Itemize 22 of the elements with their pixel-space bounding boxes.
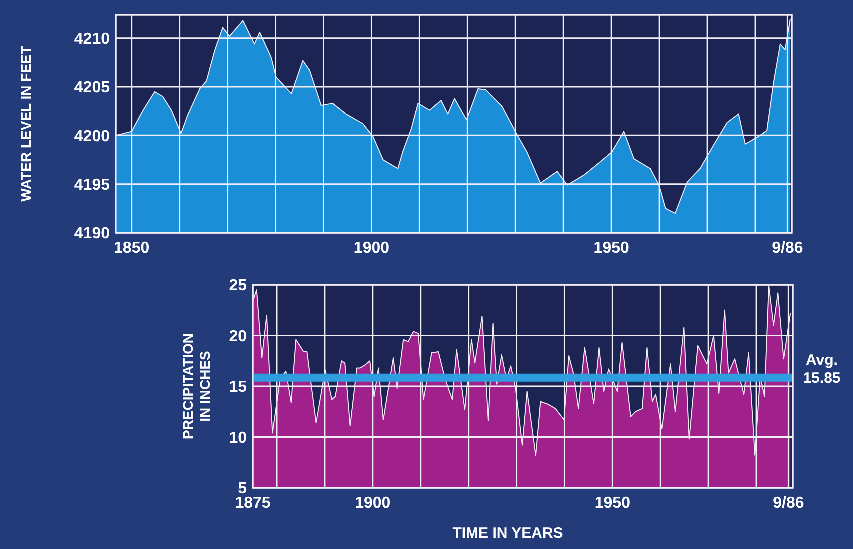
y-tick-label: 25 — [229, 278, 248, 295]
y-tick-label: 4205 — [74, 80, 110, 97]
y-tick-label: 20 — [229, 328, 248, 346]
x-tick-label: 1850 — [114, 240, 150, 257]
y-tick-label: 4195 — [74, 176, 110, 194]
y-tick-label: 4210 — [74, 30, 110, 48]
y-tick-label: 15 — [229, 379, 248, 396]
y-tick-label: 4200 — [74, 128, 110, 146]
ref-line-label: Avg. 15.85 — [803, 352, 841, 387]
y-tick-label: 10 — [229, 430, 248, 447]
x-tick-label: 1900 — [355, 495, 391, 512]
y-axis-title: PRECIPITATION IN INCHES — [180, 333, 213, 440]
x-tick-label: 1950 — [594, 240, 630, 257]
y-tick-label: 5 — [238, 480, 248, 498]
x-axis-title: TIME IN YEARS — [452, 525, 564, 542]
x-tick-label: 1950 — [594, 495, 631, 512]
x-tick-label: 9/86 — [772, 240, 804, 257]
y-tick-label: 4190 — [74, 226, 110, 243]
x-tick-label: 9/86 — [773, 495, 804, 512]
x-tick-label: 1900 — [354, 240, 390, 257]
x-tick-label: 1875 — [235, 495, 271, 512]
y-axis-title: WATER LEVEL IN FEET — [18, 46, 34, 202]
